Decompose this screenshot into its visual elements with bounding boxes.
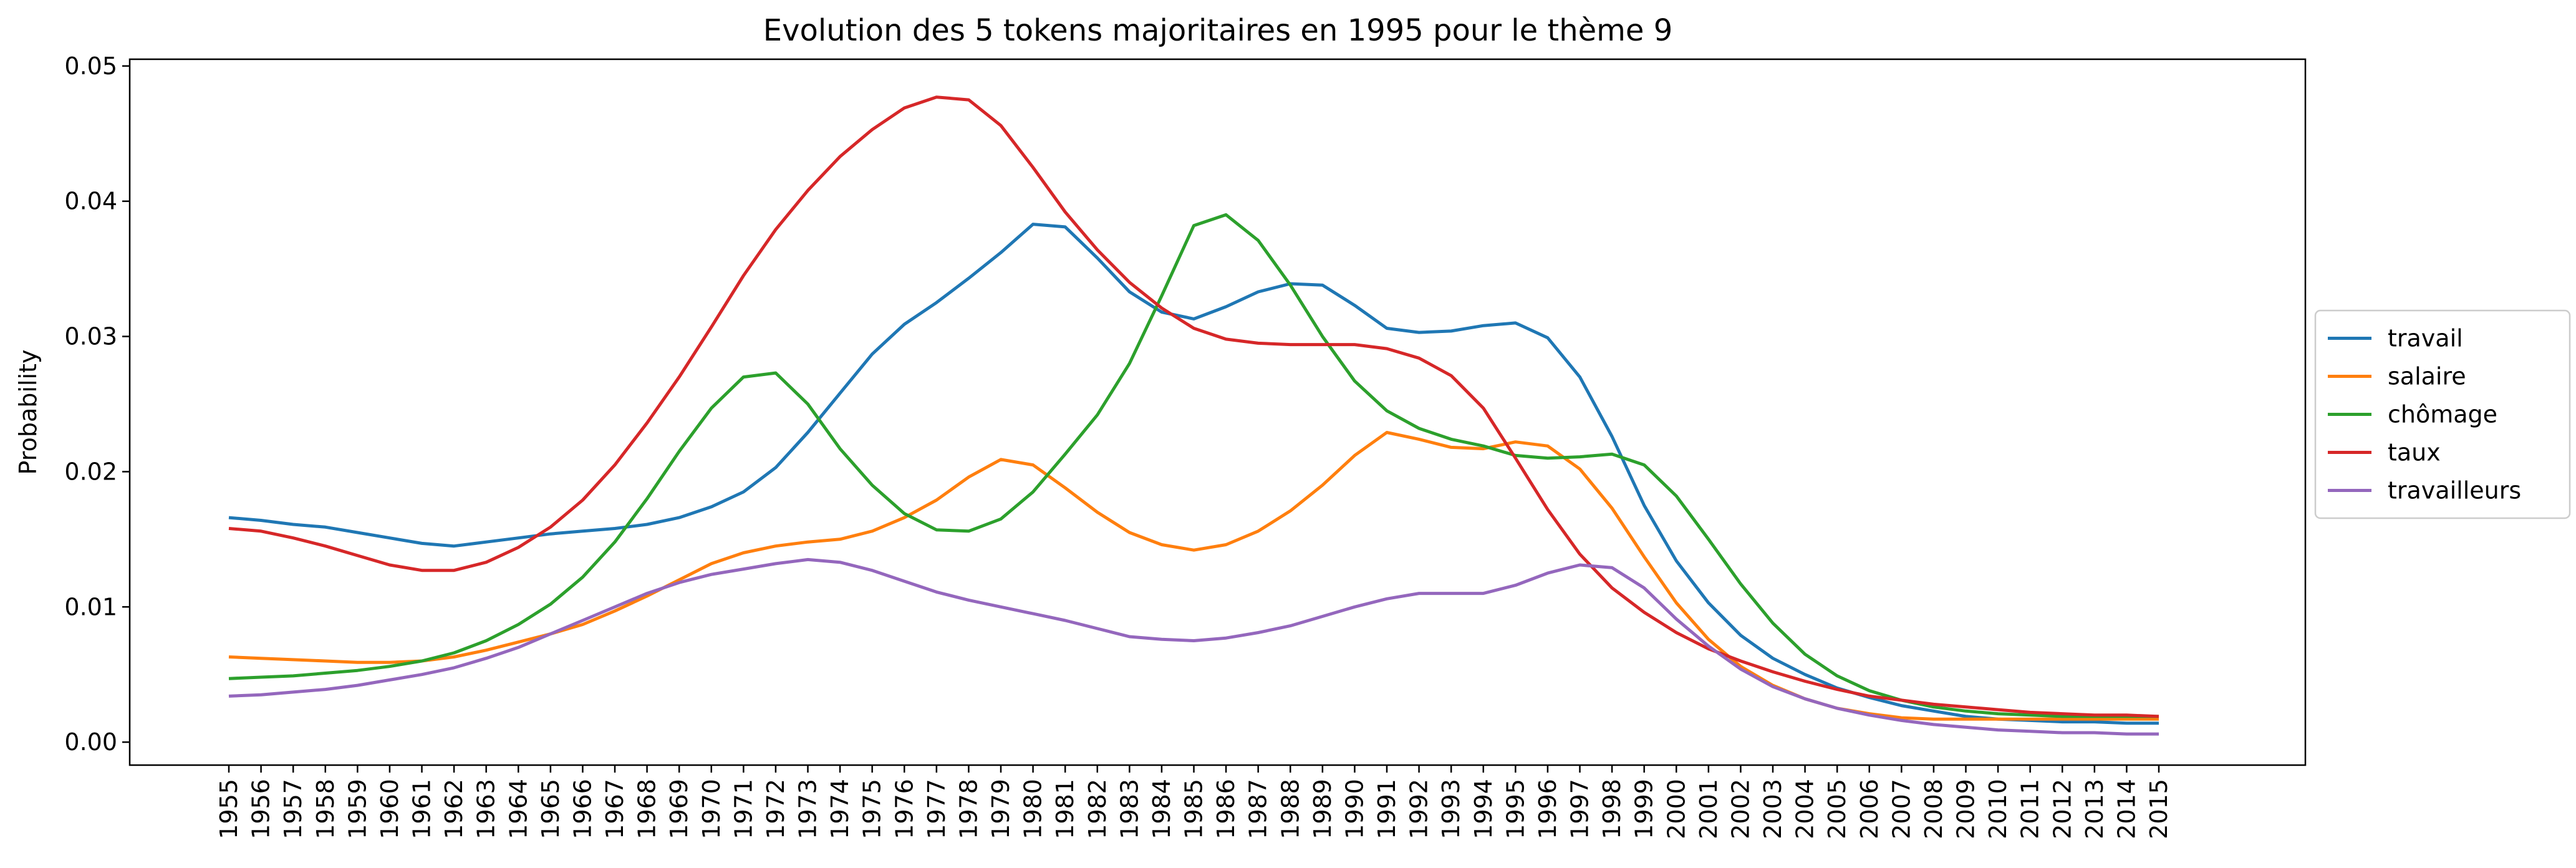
plot-area-frame bbox=[128, 58, 2307, 766]
x-tick-label: 2002 bbox=[1727, 779, 1754, 839]
x-tick-label: 2011 bbox=[2017, 779, 2044, 839]
x-tick-label: 1977 bbox=[923, 779, 950, 839]
x-tick-label: 1978 bbox=[955, 779, 982, 839]
x-tick-label: 1956 bbox=[248, 779, 275, 839]
x-tick-label: 2003 bbox=[1759, 779, 1787, 839]
series-lines bbox=[228, 95, 2159, 736]
legend-label: travailleurs bbox=[2388, 477, 2521, 504]
x-tick-label: 1997 bbox=[1566, 779, 1594, 839]
x-tick-label: 1988 bbox=[1276, 779, 1304, 839]
x-tick-label: 1957 bbox=[279, 779, 307, 839]
x-tick-label: 1966 bbox=[569, 779, 596, 839]
y-axis-label: Probability bbox=[14, 350, 42, 475]
y-tick-label: 0.05 bbox=[64, 52, 117, 80]
x-tick-label: 1967 bbox=[601, 779, 629, 839]
x-tick-label: 1979 bbox=[987, 779, 1015, 839]
x-tick-label: 1968 bbox=[634, 779, 661, 839]
legend-label: salaire bbox=[2388, 363, 2466, 390]
x-tick-label: 1989 bbox=[1309, 779, 1336, 839]
x-tick-label: 1963 bbox=[473, 779, 500, 839]
x-tick-label: 1955 bbox=[215, 779, 243, 839]
x-tick-label: 1986 bbox=[1212, 779, 1240, 839]
x-tick-label: 2004 bbox=[1792, 779, 1819, 839]
x-tick-label: 1996 bbox=[1534, 779, 1561, 839]
x-tick-label: 1964 bbox=[504, 779, 532, 839]
y-tick-label: 0.04 bbox=[64, 188, 117, 215]
x-tick-label: 1971 bbox=[730, 779, 757, 839]
x-tick-label: 1999 bbox=[1631, 779, 1658, 839]
x-tick-label: 1975 bbox=[859, 779, 886, 839]
x-tick-label: 2000 bbox=[1662, 779, 1690, 839]
x-tick-label: 1990 bbox=[1341, 779, 1368, 839]
legend-label: taux bbox=[2388, 439, 2441, 466]
x-tick-label: 1984 bbox=[1148, 779, 1175, 839]
x-tick-label: 2007 bbox=[1888, 779, 1915, 839]
x-tick-label: 1991 bbox=[1373, 779, 1401, 839]
x-tick-label: 2006 bbox=[1856, 779, 1883, 839]
x-tick-label: 1973 bbox=[794, 779, 822, 839]
y-tick-label: 0.03 bbox=[64, 323, 117, 350]
x-tick-label: 1974 bbox=[826, 779, 854, 839]
x-tick-label: 2014 bbox=[2113, 779, 2140, 839]
legend: travail salaire chômage taux travailleurs bbox=[2314, 309, 2571, 519]
y-tick-label: 0.00 bbox=[64, 728, 117, 756]
x-tick-label: 1982 bbox=[1084, 779, 1111, 839]
x-tick-label: 1965 bbox=[537, 779, 564, 839]
legend-label: travail bbox=[2388, 325, 2463, 352]
y-tick-label: 0.02 bbox=[64, 458, 117, 485]
x-tick-label: 1983 bbox=[1116, 779, 1143, 839]
x-tick-label: 1998 bbox=[1598, 779, 1626, 839]
x-tick-label: 1960 bbox=[376, 779, 403, 839]
x-tick-label: 1993 bbox=[1437, 779, 1465, 839]
x-tick-label: 1985 bbox=[1180, 779, 1208, 839]
x-tick-label: 1976 bbox=[890, 779, 918, 839]
x-tick-label: 2015 bbox=[2145, 779, 2173, 839]
legend-label: chômage bbox=[2388, 401, 2497, 428]
series-line-taux bbox=[228, 95, 2159, 718]
x-tick-label: 2008 bbox=[1920, 779, 1947, 839]
x-tick-label: 1980 bbox=[1020, 779, 1047, 839]
x-tick-label: 2005 bbox=[1823, 779, 1851, 839]
x-tick-label: 1987 bbox=[1245, 779, 1272, 839]
legend-box bbox=[2314, 309, 2571, 519]
x-tick-label: 1962 bbox=[440, 779, 468, 839]
series-line-chômage bbox=[228, 213, 2159, 718]
y-axis: 0.00 0.01 0.02 0.03 0.04 0.05 bbox=[64, 52, 130, 756]
x-tick-label: 2013 bbox=[2081, 779, 2108, 839]
x-tick-label: 1961 bbox=[408, 779, 436, 839]
chart-title: Evolution des 5 tokens majoritaires en 1… bbox=[763, 13, 1672, 48]
x-tick-label: 1972 bbox=[762, 779, 789, 839]
x-tick-label: 2009 bbox=[1952, 779, 1980, 839]
series-line-salaire bbox=[228, 431, 2159, 721]
x-tick-label: 1958 bbox=[312, 779, 339, 839]
x-tick-label: 2012 bbox=[2048, 779, 2076, 839]
x-tick-label: 2001 bbox=[1695, 779, 1722, 839]
x-tick-label: 2010 bbox=[1984, 779, 2012, 839]
x-tick-label: 1981 bbox=[1051, 779, 1079, 839]
series-line-travailleurs bbox=[228, 557, 2159, 736]
y-tick-label: 0.01 bbox=[64, 593, 117, 620]
x-axis: 1955 1956 1957 1958 1959 1960 1961 1962 1963 1964… bbox=[215, 765, 2173, 839]
x-tick-label: 1969 bbox=[665, 779, 693, 839]
x-tick-label: 1994 bbox=[1470, 779, 1497, 839]
x-tick-label: 1959 bbox=[344, 779, 371, 839]
x-tick-label: 1995 bbox=[1502, 779, 1529, 839]
x-tick-label: 1992 bbox=[1406, 779, 1433, 839]
x-tick-label: 1970 bbox=[698, 779, 725, 839]
